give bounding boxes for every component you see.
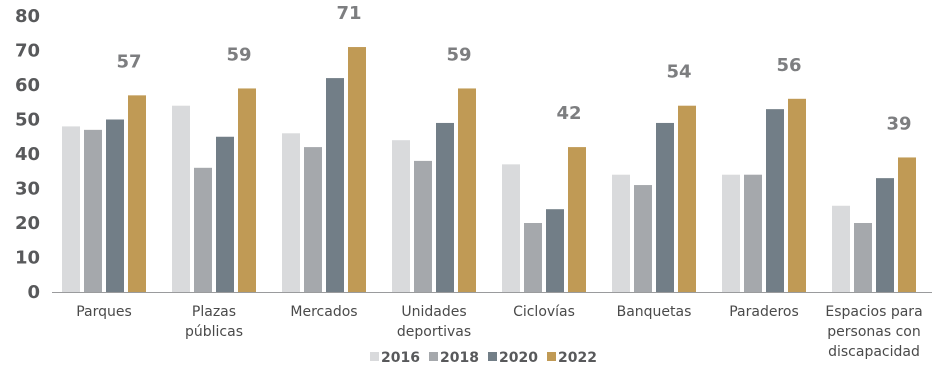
y-tick-label: 30	[15, 179, 40, 200]
bar	[348, 47, 366, 292]
bar	[832, 205, 850, 292]
bar	[546, 209, 564, 292]
x-tick-label: discapacidad	[828, 344, 920, 360]
legend-label: 2018	[440, 350, 479, 366]
bar	[744, 174, 762, 292]
bar	[436, 122, 454, 292]
y-tick-label: 50	[15, 110, 40, 131]
bar	[678, 105, 696, 292]
bar	[216, 136, 234, 292]
bar	[172, 105, 190, 292]
bar	[62, 126, 80, 293]
data-label: 54	[666, 62, 691, 83]
legend-label: 2016	[381, 350, 420, 366]
data-label: 56	[776, 55, 801, 76]
legend-label: 2020	[499, 350, 538, 366]
x-tick-label: Espacios para	[825, 304, 922, 320]
data-label: 39	[886, 113, 911, 134]
x-tick-label: Paraderos	[729, 304, 799, 320]
legend-swatch	[429, 352, 438, 361]
y-tick-label: 80	[15, 6, 40, 27]
bar	[282, 133, 300, 292]
y-tick-label: 60	[15, 75, 40, 96]
x-tick-label: Mercados	[290, 304, 357, 320]
x-tick-label: Ciclovías	[513, 304, 575, 320]
legend: 2016 2018 2020 2022	[370, 350, 597, 366]
x-tick-label: públicas	[185, 324, 243, 340]
bar	[392, 140, 410, 292]
bar	[568, 147, 586, 292]
bar	[84, 129, 102, 292]
x-tick-label: Plazas	[192, 304, 236, 320]
bar	[304, 147, 322, 292]
y-tick-label: 70	[15, 41, 40, 62]
data-label: 59	[446, 44, 471, 65]
bar	[854, 223, 872, 292]
bar	[898, 157, 916, 292]
data-label: 57	[116, 51, 141, 72]
data-labels: 57 59 71 59 42 54 56 39	[116, 3, 911, 134]
legend-swatch	[547, 352, 556, 361]
x-tick-label: deportivas	[397, 324, 471, 340]
x-tick-label: Parques	[76, 304, 132, 320]
y-tick-label: 0	[27, 282, 40, 303]
bar	[458, 88, 476, 292]
x-tick-label: Unidades	[401, 304, 466, 320]
bar	[766, 109, 784, 293]
legend-swatch	[488, 352, 497, 361]
data-label: 42	[556, 103, 581, 124]
bar	[414, 160, 432, 292]
bar	[194, 167, 212, 292]
bar	[634, 185, 652, 292]
data-label: 59	[226, 44, 251, 65]
data-label: 71	[336, 3, 361, 24]
bar	[788, 98, 806, 292]
bar	[524, 223, 542, 292]
bar	[876, 178, 894, 292]
bar	[722, 174, 740, 292]
x-tick-label: Banquetas	[617, 304, 692, 320]
x-tick-label: personas con	[827, 324, 920, 340]
y-tick-label: 40	[15, 144, 40, 165]
bar	[612, 174, 630, 292]
legend-label: 2022	[558, 350, 597, 366]
bar	[128, 95, 146, 292]
bar	[238, 88, 256, 292]
bar	[326, 78, 344, 292]
y-tick-label: 20	[15, 213, 40, 234]
y-tick-label: 10	[15, 248, 40, 269]
bars	[62, 47, 916, 293]
y-axis: 0 10 20 30 40 50 60 70 80	[15, 6, 40, 303]
legend-swatch	[370, 352, 379, 361]
bar	[656, 122, 674, 292]
bar	[502, 164, 520, 292]
bar	[106, 119, 124, 292]
x-axis: Parques Plazas públicas Mercados Unidades dep…	[76, 304, 922, 360]
